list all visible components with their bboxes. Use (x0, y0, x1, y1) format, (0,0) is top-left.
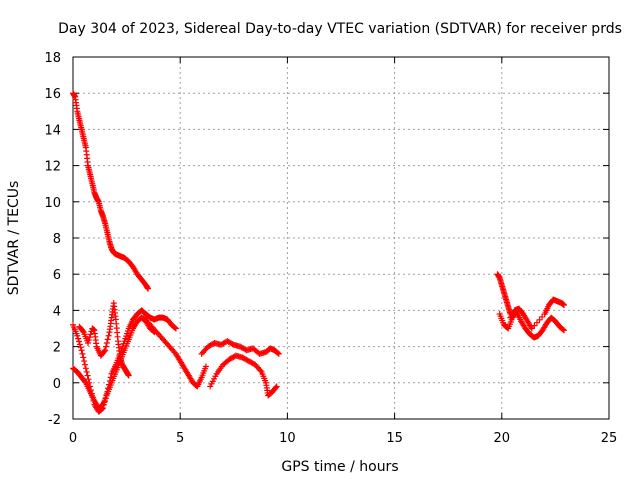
data-point (274, 350, 281, 357)
x-tick-label: 0 (69, 431, 77, 446)
data-point (75, 335, 82, 342)
series-mid-day-cluster (198, 338, 282, 357)
series-arc-lower (70, 314, 158, 412)
data-point (74, 332, 81, 339)
data-point (80, 354, 87, 361)
y-tick-label: 16 (44, 87, 61, 102)
data-point (85, 376, 92, 383)
y-tick-label: 2 (53, 341, 61, 356)
data-point (125, 372, 132, 379)
data-point (79, 350, 86, 357)
data-point (560, 301, 567, 308)
y-tick-label: 0 (53, 377, 61, 392)
data-point (103, 343, 110, 350)
y-tick-label: -2 (48, 413, 61, 428)
data-point (76, 338, 83, 345)
y-tick-label: 6 (53, 268, 61, 283)
data-point (77, 344, 84, 351)
x-tick-label: 10 (279, 431, 296, 446)
data-point (101, 348, 108, 355)
chart-title: Day 304 of 2023, Sidereal Day-to-day VTE… (58, 21, 622, 37)
data-point (273, 383, 280, 390)
x-tick-labels: 0 5 10 15 20 25 (69, 431, 617, 446)
data-points (70, 90, 567, 415)
data-point (76, 341, 83, 348)
y-tick-label: 12 (44, 160, 61, 175)
data-point (275, 350, 282, 357)
data-point (87, 331, 94, 338)
x-axis-title: GPS time / hours (281, 459, 398, 475)
data-point (172, 325, 179, 332)
data-point (145, 285, 152, 292)
data-point (560, 326, 567, 333)
x-tick-label: 20 (494, 431, 511, 446)
y-axis-title: SDTVAR / TECUs (6, 181, 22, 296)
data-point (78, 347, 85, 354)
data-point (560, 327, 567, 334)
data-point (79, 328, 86, 335)
data-point (202, 363, 209, 370)
axis-ticks (72, 56, 610, 420)
y-tick-label: 14 (44, 123, 61, 138)
x-tick-label: 15 (386, 431, 403, 446)
x-tick-label: 25 (601, 431, 618, 446)
series-descending-early (70, 90, 152, 292)
data-point (172, 324, 179, 331)
data-point (85, 339, 92, 346)
data-point (105, 332, 112, 339)
data-point (103, 339, 110, 346)
series-evening-upper (507, 296, 567, 332)
data-point (272, 384, 279, 391)
data-point (83, 368, 90, 375)
y-tick-label: 8 (53, 232, 61, 247)
data-point (104, 336, 111, 343)
y-tick-label: 10 (44, 196, 61, 211)
series-mid-day-lower (207, 352, 280, 399)
data-point (84, 372, 91, 379)
series-short-tracks (76, 300, 132, 379)
data-point (85, 337, 92, 344)
y-tick-label: 4 (53, 304, 61, 319)
y-tick-labels: -2 0 2 4 6 8 10 12 14 16 18 (44, 51, 61, 428)
series-evening-band (496, 309, 567, 341)
data-point (82, 365, 89, 372)
y-tick-label: 18 (44, 51, 61, 66)
data-point (86, 334, 93, 341)
series-decay-to-dip (140, 314, 209, 390)
data-point (102, 347, 109, 354)
data-point (81, 358, 88, 365)
x-tick-label: 5 (176, 431, 184, 446)
data-point (82, 361, 89, 368)
